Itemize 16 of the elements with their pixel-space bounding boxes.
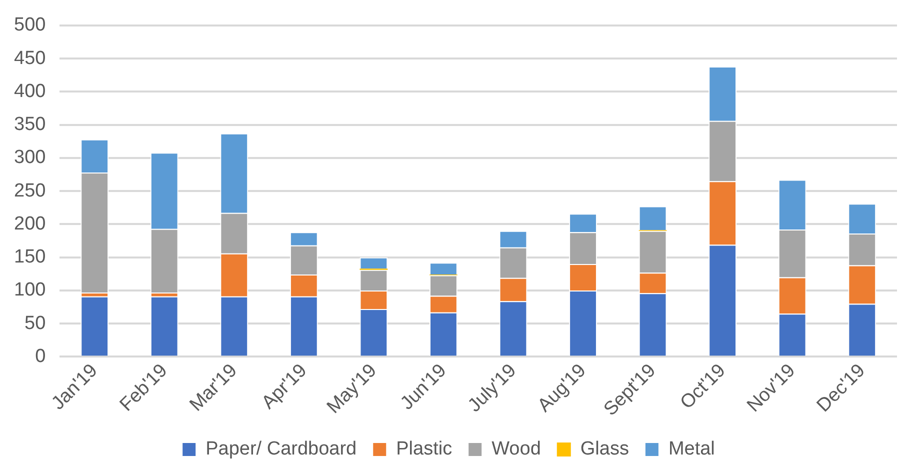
y-tick-label: 250: [14, 180, 46, 202]
y-tick-label: 150: [14, 246, 46, 268]
legend-label: Metal: [668, 438, 715, 460]
legend-label: Wood: [492, 438, 541, 460]
y-tick-label: 200: [14, 213, 46, 234]
y-tick-label: 0: [35, 346, 46, 367]
y-tick-label: 300: [14, 147, 46, 168]
y-tick-label: 100: [14, 280, 46, 301]
y-tick-label: 50: [24, 312, 46, 334]
y-tick-label: 350: [14, 114, 46, 136]
legend-label: Plastic: [396, 438, 452, 460]
y-tick-label: 400: [14, 80, 46, 102]
legend-label: Glass: [580, 438, 629, 460]
y-tick-label: 500: [14, 14, 46, 36]
y-tick-label: 450: [14, 48, 46, 69]
legend-label: Paper/ Cardboard: [206, 438, 357, 460]
